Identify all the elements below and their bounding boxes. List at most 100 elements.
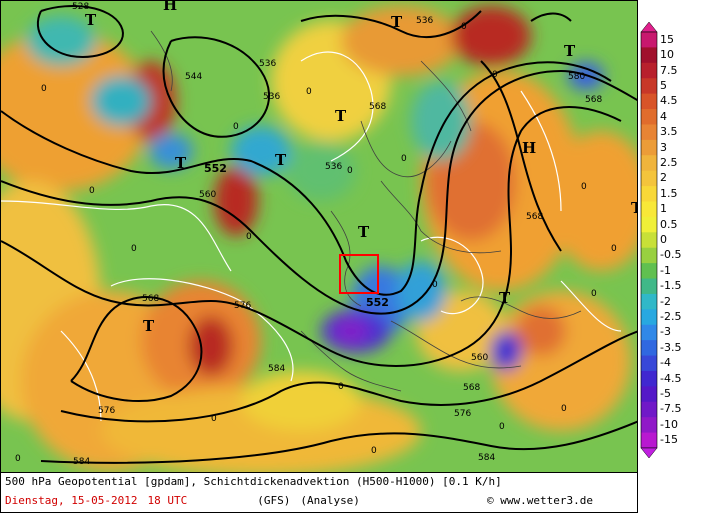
low-center: T [564,42,576,60]
zero-label: 0 [131,244,137,254]
zero-label: 0 [561,404,567,414]
legend-swatch [641,93,657,110]
location-marker [339,254,379,294]
zero-label: 0 [347,166,353,176]
high-center: H [522,139,536,157]
legend-swatch [641,293,657,310]
copyright-link[interactable]: © www.wetter3.de [487,494,593,507]
legend-label: 15 [660,32,674,46]
weather-map: 536 536 544 552 560 568 568 576 576 584 … [0,0,638,473]
legend-label: -1.5 [660,279,682,293]
contour-label: 528 [72,2,89,12]
contour-label: 568 [463,383,480,393]
low-center: T [499,289,511,307]
contour-label: 568 [526,212,543,222]
zero-label: 0 [432,280,438,290]
legend-label: 0.5 [660,217,678,231]
low-center: T [358,223,370,241]
contour-label: 576 [454,409,471,419]
legend-swatch [641,278,657,295]
contour-label: 536 [416,16,433,26]
zero-label: 0 [492,70,498,80]
zero-label: 0 [611,244,617,254]
legend-swatch [641,32,657,48]
legend-label: -5 [660,387,671,401]
zero-label: 0 [499,422,505,432]
contour-label: 552 [204,162,227,175]
legend-swatch [641,324,657,341]
geopotential-contours [1,5,637,464]
zero-label: 0 [15,454,21,464]
legend-swatch [641,216,657,233]
legend-top-arrow [640,22,658,33]
legend-swatch [641,401,657,418]
low-center: T [391,13,403,31]
low-center: T [175,154,187,172]
low-center: T [335,107,347,125]
legend-swatch [641,124,657,141]
high-center: H [163,1,177,14]
zero-label: 0 [306,87,312,97]
legend-label: 1 [660,202,667,216]
legend-label: -2 [660,294,671,308]
legend-swatch [641,109,657,125]
legend-label: 5 [660,78,667,92]
contour-label: 536 [259,59,276,69]
contour-label: 584 [268,364,285,374]
legend-swatch [641,139,657,156]
zero-label: 0 [246,232,252,242]
contour-label: 576 [234,301,251,311]
zero-label: 0 [371,446,377,456]
contour-label: 568 [142,294,159,304]
legend-label: 1.5 [660,186,678,200]
legend-label: 2 [660,171,667,185]
zero-label: 0 [581,182,587,192]
legend-swatch [641,355,657,372]
map-canvas: 536 536 544 552 560 568 568 576 576 584 … [1,1,637,472]
legend-swatch [641,47,657,64]
contour-label: 544 [185,72,202,82]
caption-info: Dienstag, 15-05-2012 18 UTC (GFS) (Analyse) [5,494,360,507]
contour-label: 584 [73,457,90,467]
contour-label: 552 [366,296,389,309]
zero-label: 0 [461,22,467,32]
legend-swatch [641,432,657,449]
zero-label: 0 [89,186,95,196]
legend-swatch [641,370,657,387]
zero-label: 0 [401,154,407,164]
legend-swatch [641,417,657,434]
contour-label: 568 [585,95,602,105]
legend-label: -4 [660,356,671,370]
low-center: T [143,317,155,335]
legend-swatch [641,232,657,249]
legend-label: 4 [660,109,667,123]
zero-contours [1,51,622,422]
contour-label: 576 [98,406,115,416]
legend-label: -15 [660,433,678,447]
contour-labels: 536 536 544 552 560 568 568 576 576 584 … [72,2,602,467]
legend-label: -3 [660,325,671,339]
contour-label: 560 [471,353,488,363]
caption-analysis: (Analyse) [300,494,360,507]
legend-label: -0.5 [660,248,682,262]
legend-label: 7.5 [660,63,678,77]
pressure-centers: T T T T T T T T H H T T [85,1,637,335]
legend-label: 3.5 [660,125,678,139]
legend-swatch [641,170,657,187]
low-center: T [275,151,287,169]
legend-label: -2.5 [660,310,682,324]
contour-label: 568 [369,102,386,112]
legend-label: -4.5 [660,371,682,385]
zero-label: 0 [41,84,47,94]
zero-labels: 0 0 0 0 0 0 0 0 0 0 0 0 0 0 0 0 0 0 0 0 [15,22,617,464]
legend-label: -3.5 [660,340,682,354]
legend-label: 3 [660,140,667,154]
legend-bottom-arrow [640,447,658,458]
legend-swatch [641,386,657,403]
legend-swatch [641,263,657,280]
legend-label: 4.5 [660,94,678,108]
zero-label: 0 [233,122,239,132]
legend-label: 10 [660,48,674,62]
legend-label: -10 [660,417,678,431]
caption-time: 18 UTC [147,494,188,507]
